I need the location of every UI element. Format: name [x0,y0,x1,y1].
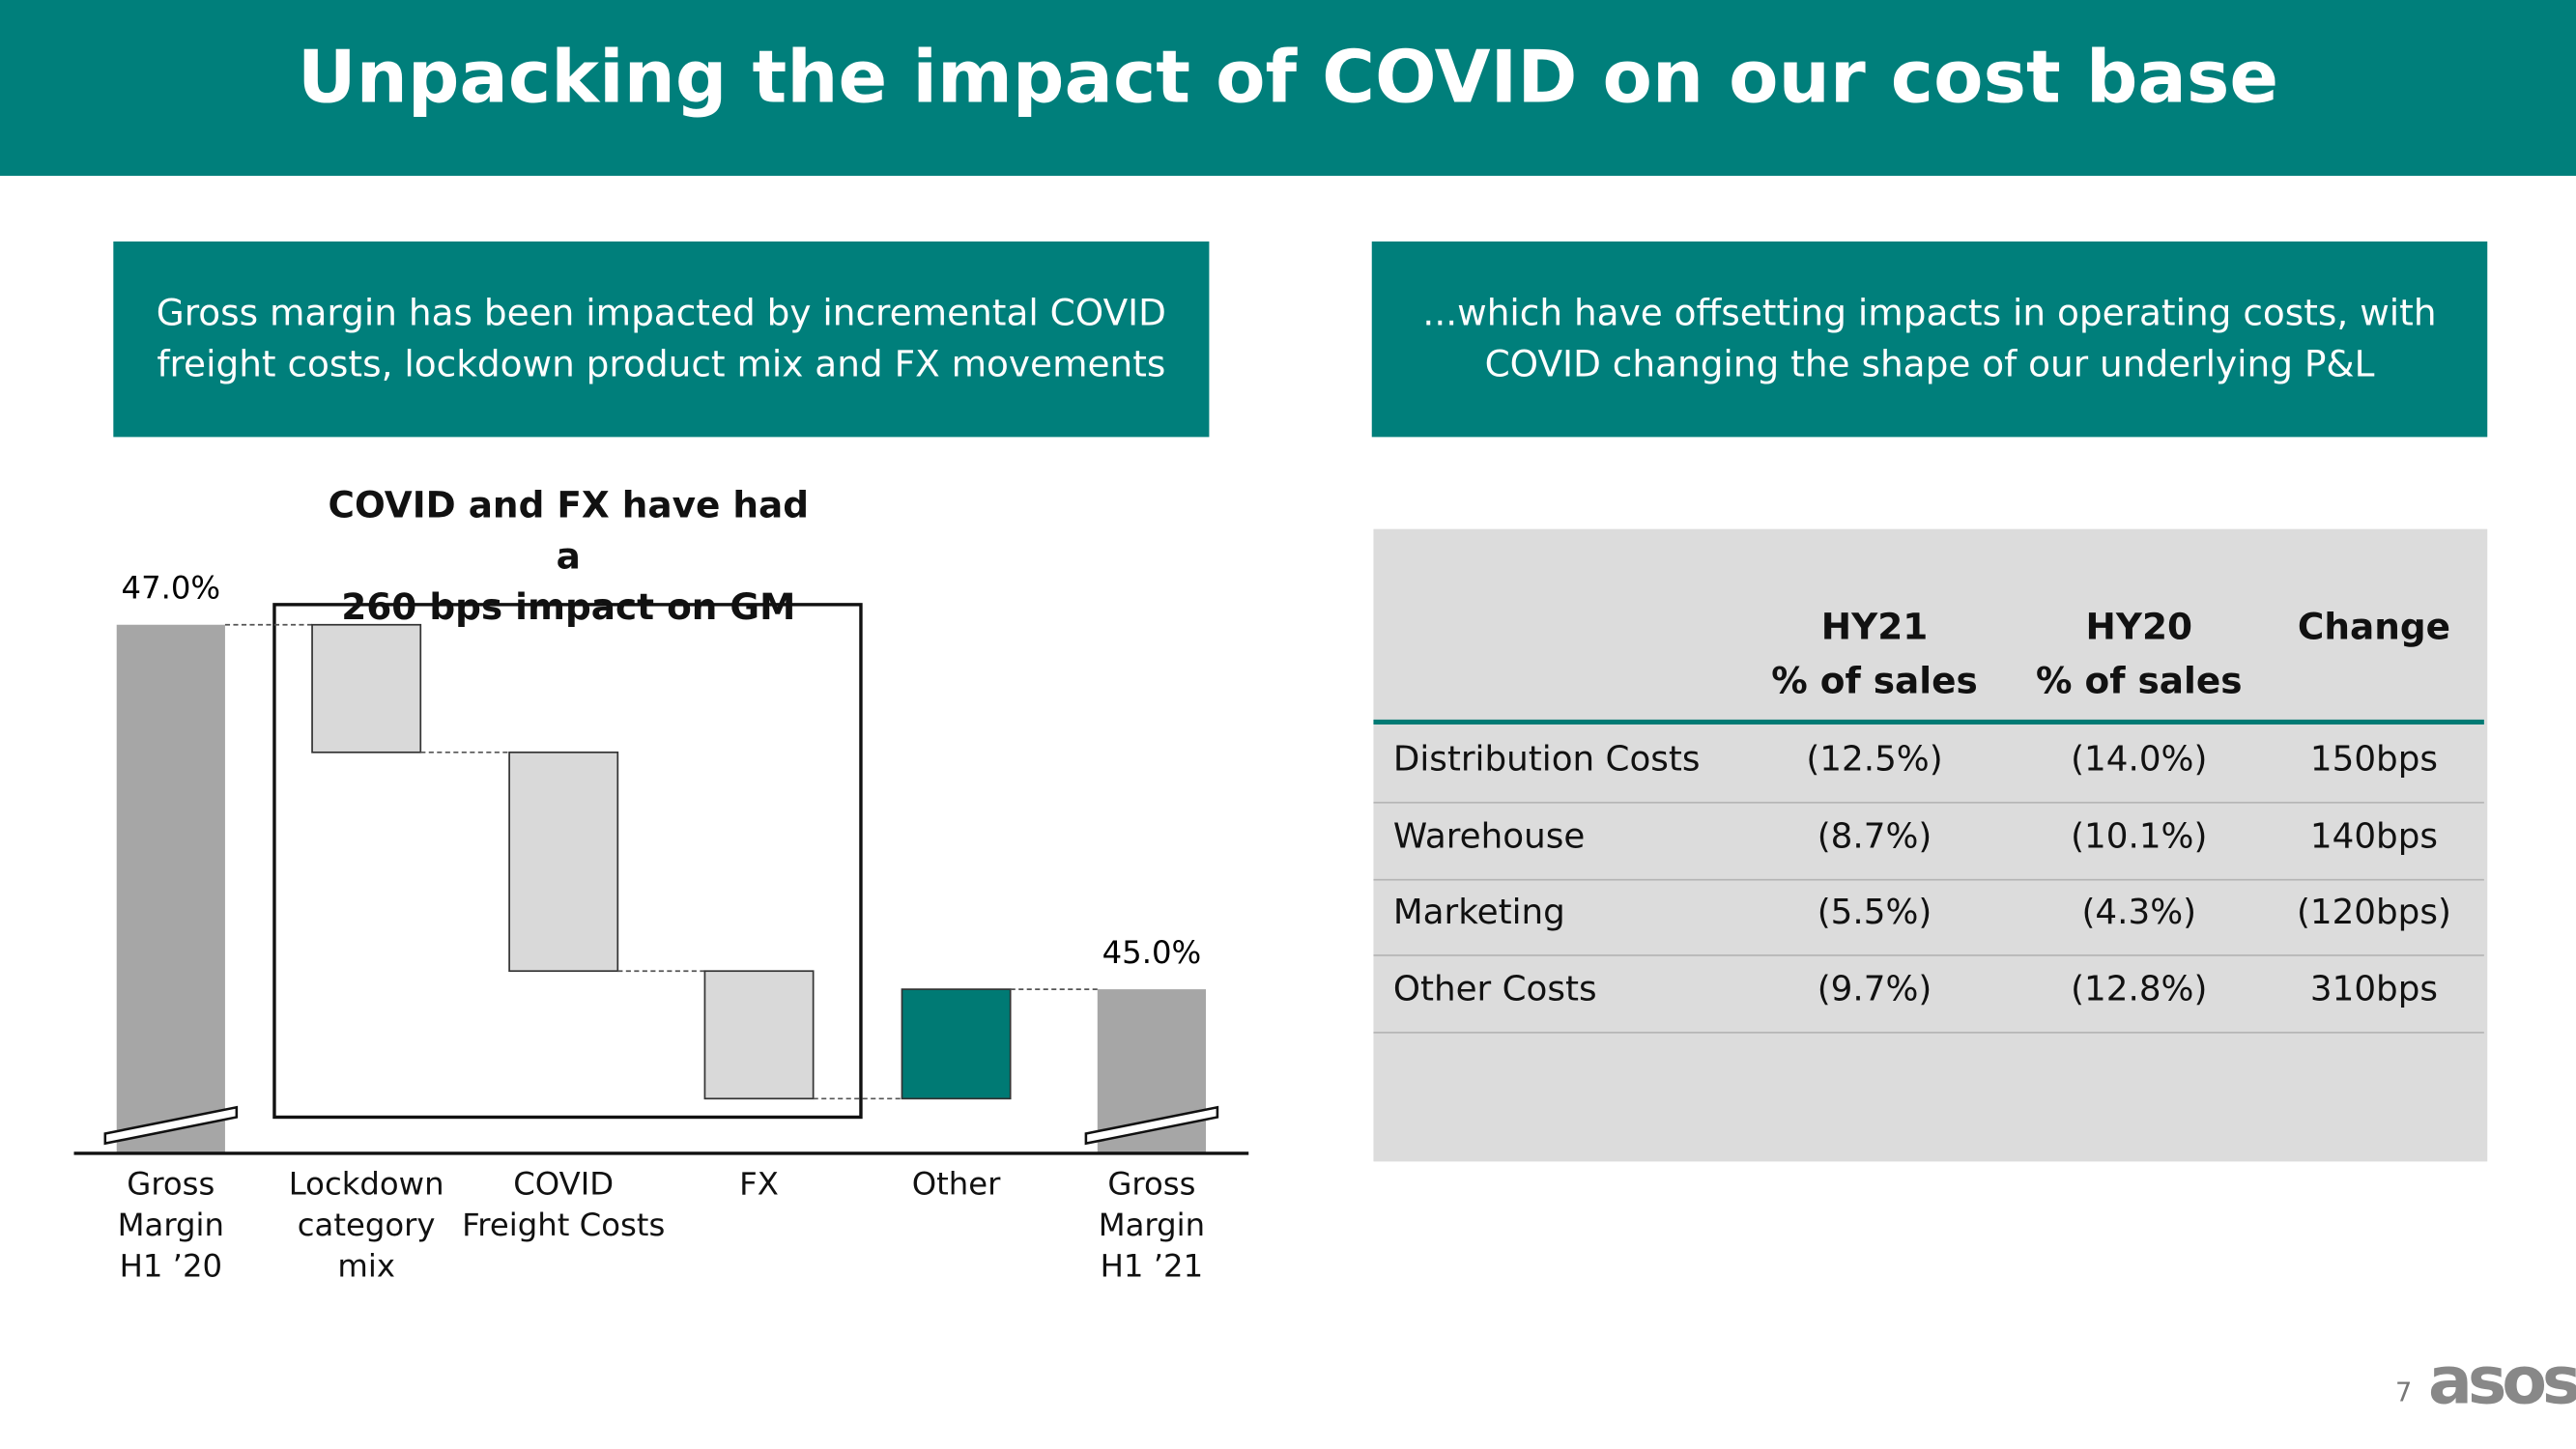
column-header: HY20 % of sales [2036,608,2243,703]
axis-break [103,1105,239,1146]
table-cell: (5.5%) [1817,892,1932,932]
x-tick-label: FX [739,1166,779,1203]
x-tick-label: Other [911,1166,1001,1203]
axis-break [1084,1105,1219,1146]
x-tick-label: Lockdown category mix [288,1166,444,1285]
value-label: 47.0% [122,570,221,607]
row-rule [1373,954,2484,956]
logo: asos [2428,1344,2576,1420]
table-cell: 310bps [2309,968,2438,1009]
x-tick-label: COVID Freight Costs [462,1166,666,1244]
annotation-box [272,603,863,1120]
row-label: Marketing [1392,892,1565,932]
value-label: 45.0% [1102,934,1202,971]
row-rule [1373,801,2484,804]
table-cell: (10.1%) [2071,815,2208,856]
table-cell: (14.0%) [2071,739,2208,780]
annotation: COVID and FX have had a 260 bps impact o… [328,486,810,630]
bar [311,623,422,753]
row-rule [1373,1031,2484,1033]
table-cell: 150bps [2309,739,2438,780]
slide-title: Unpacking the impact of COVID on our cos… [297,36,2279,121]
table-cell: 140bps [2309,815,2438,856]
x-tick-label: Gross Margin H1 ’20 [117,1166,225,1285]
cost-table: HY21 % of sales HY20 % of sales Change Dist… [1373,528,2488,1162]
bar [901,988,1012,1100]
right-heading: ...which have offsetting impacts in oper… [1371,242,2488,438]
row-rule [1373,878,2484,880]
column-header: Change [2297,608,2450,649]
title-band [0,0,2576,176]
table-cell: (9.7%) [1817,968,1932,1009]
row-label: Other Costs [1392,968,1597,1009]
table-cell: (12.5%) [1806,739,1943,780]
bar [116,624,225,1153]
page-number: 7 [2395,1377,2413,1408]
bar [703,970,815,1100]
table-cell: (8.7%) [1817,815,1932,856]
row-label: Warehouse [1392,815,1586,856]
bar [508,751,619,973]
table-cell: (4.3%) [2081,892,2197,932]
x-tick-label: Gross Margin H1 ’21 [1098,1166,1206,1285]
table-cell: (120bps) [2296,892,2451,932]
table-cell: (12.8%) [2071,968,2208,1009]
left-heading: Gross margin has been impacted by increm… [113,242,1210,438]
header-rule [1373,719,2484,725]
column-header: HY21 % of sales [1771,608,1978,703]
row-label: Distribution Costs [1392,739,1701,780]
